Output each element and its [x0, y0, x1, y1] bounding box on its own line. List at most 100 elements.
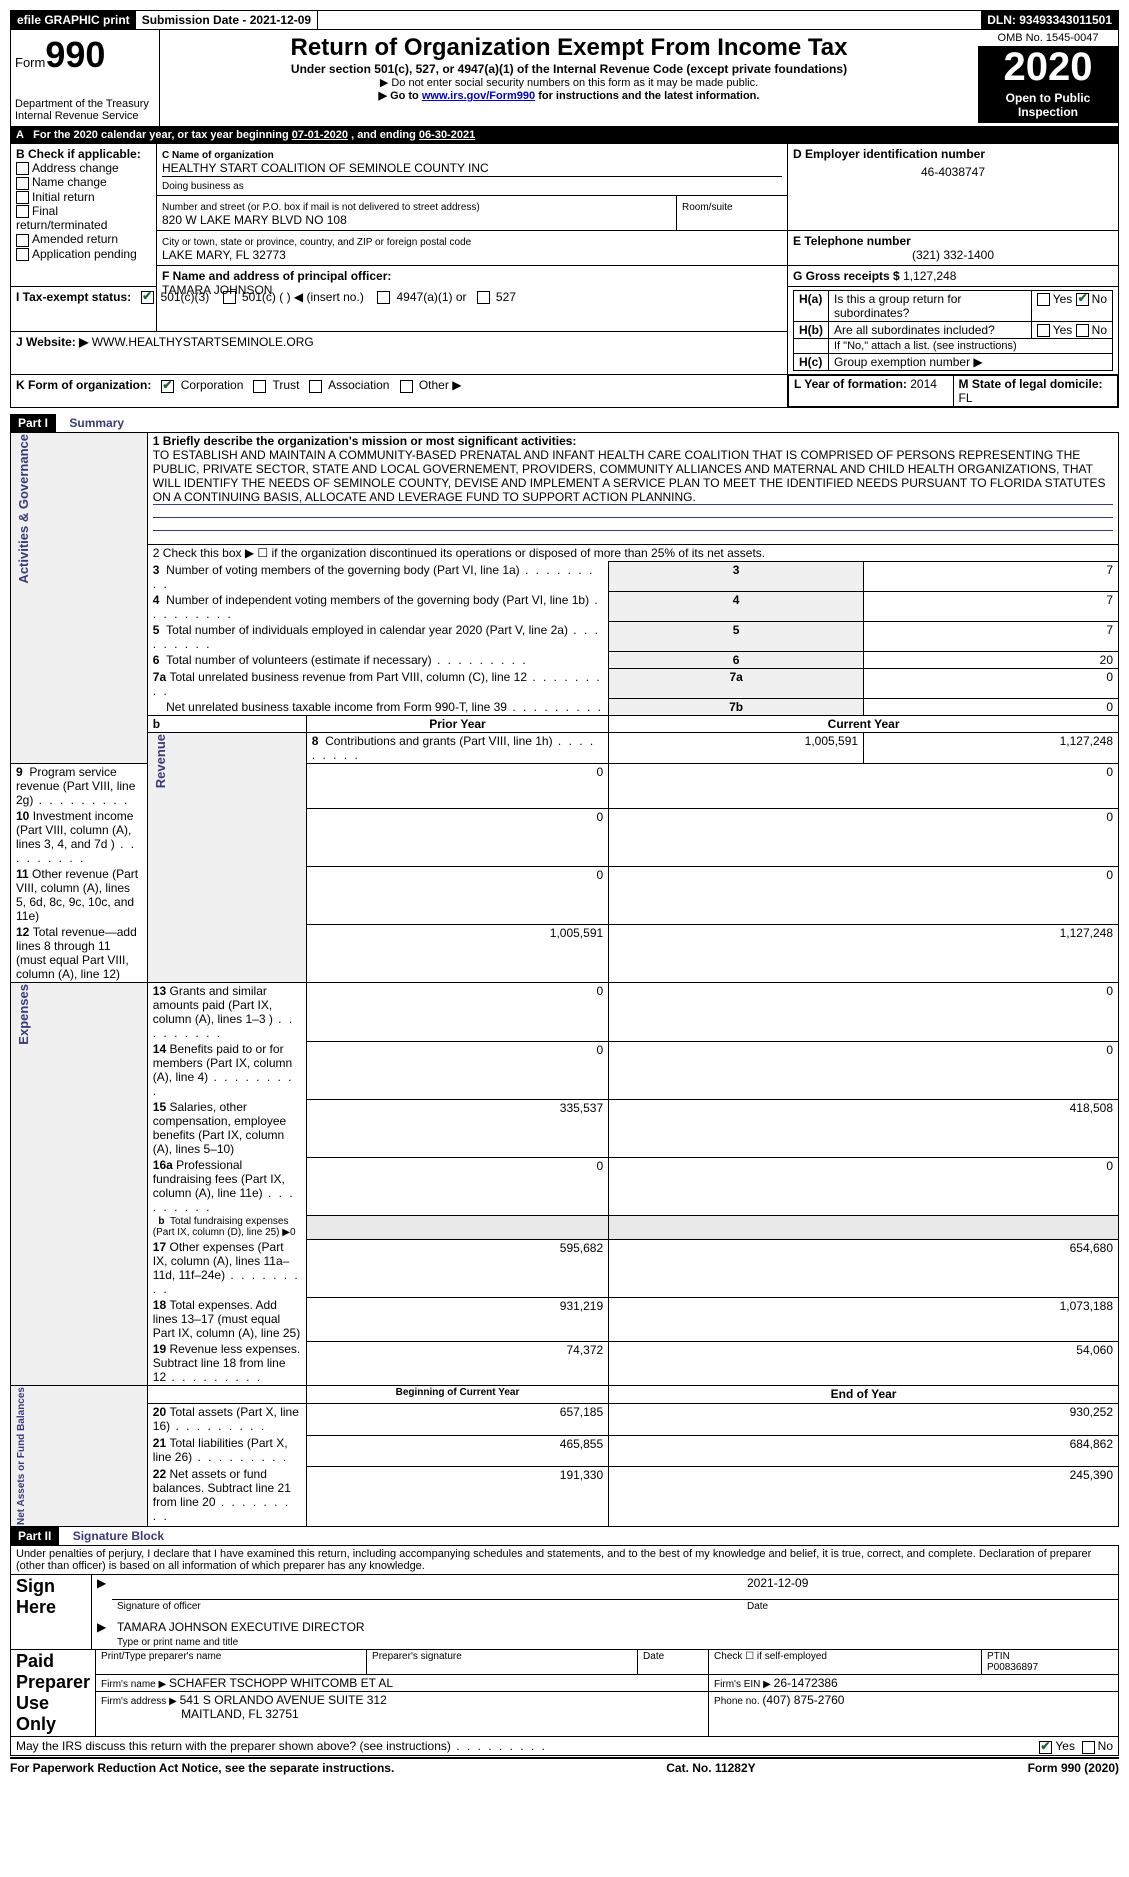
- section-d-header: D Employer identification number: [793, 147, 985, 161]
- hc-text: Group exemption number ▶: [829, 354, 1113, 371]
- section-k-header: K Form of organization:: [16, 378, 151, 392]
- chk-501c[interactable]: [223, 291, 236, 304]
- firm-ein: 26-1472386: [774, 1676, 838, 1690]
- form-title: Return of Organization Exempt From Incom…: [164, 34, 974, 62]
- chk-address[interactable]: Address change: [16, 161, 119, 175]
- gov-row: 7a Total unrelated business revenue from…: [11, 669, 1119, 699]
- phone-value: (321) 332-1400: [793, 248, 1113, 262]
- section-i-header: I Tax-exempt status:: [16, 290, 131, 304]
- prior-year-hdr: Prior Year: [429, 717, 485, 731]
- bcy-hdr: Beginning of Current Year: [396, 1387, 520, 1398]
- eoy-hdr: End of Year: [831, 1387, 897, 1401]
- firm-name: SCHAFER TSCHOPP WHITCOMB ET AL: [169, 1676, 393, 1690]
- ha-yes[interactable]: [1037, 293, 1050, 306]
- city-value: LAKE MARY, FL 32773: [162, 248, 286, 262]
- paid-preparer-label: Paid Preparer Use Only: [11, 1650, 96, 1737]
- addr-label: Number and street (or P.O. box if mail i…: [162, 202, 480, 213]
- hb-text: Are all subordinates included?: [829, 322, 1032, 339]
- preparer-date-label: Date: [638, 1650, 709, 1675]
- section-j-header: J Website: ▶: [16, 335, 88, 349]
- section-b-header: B Check if applicable:: [16, 147, 141, 161]
- website-value: WWW.HEALTHYSTARTSEMINOLE.ORG: [88, 335, 313, 349]
- line2-text: 2 Check this box ▶ ☐ if the organization…: [147, 545, 1118, 562]
- hb-yes[interactable]: [1037, 324, 1050, 337]
- line1-header: 1 Briefly describe the organization's mi…: [153, 434, 577, 448]
- signature-date: 2021-12-09: [742, 1575, 1119, 1599]
- preparer-name-label: Print/Type preparer's name: [96, 1650, 367, 1675]
- chk-4947[interactable]: [377, 291, 390, 304]
- info-grid: B Check if applicable: Address change Na…: [10, 143, 1119, 408]
- state-domicile: FL: [959, 391, 973, 405]
- gov-row: 5 Total number of individuals employed i…: [11, 622, 1119, 652]
- section-f-header: F Name and address of principal officer:: [162, 269, 391, 283]
- chk-other[interactable]: [400, 380, 413, 393]
- hb-note: If "No," attach a list. (see instruction…: [829, 339, 1113, 354]
- chk-name[interactable]: Name change: [16, 175, 107, 189]
- row-a: A For the 2020 calendar year, or tax yea…: [10, 127, 1119, 143]
- irs-link[interactable]: www.irs.gov/Form990: [422, 90, 535, 102]
- gov-row: 6 Total number of volunteers (estimate i…: [11, 652, 1119, 669]
- chk-501c3[interactable]: [141, 291, 154, 304]
- ha-no[interactable]: [1076, 293, 1089, 306]
- chk-amended[interactable]: Amended return: [16, 232, 118, 246]
- part2-header: Part II Signature Block: [10, 1527, 1119, 1545]
- side-netassets: Net Assets or Fund Balances: [16, 1387, 27, 1525]
- dept-label: Department of the Treasury Internal Reve…: [15, 98, 155, 122]
- side-governance: Activities & Governance: [16, 434, 31, 584]
- may-yes[interactable]: [1039, 1741, 1052, 1754]
- mission-text: TO ESTABLISH AND MAINTAIN A COMMUNITY-BA…: [153, 448, 1106, 504]
- officer-name-title: TAMARA JOHNSON EXECUTIVE DIRECTOR: [117, 1620, 365, 1634]
- chk-trust[interactable]: [253, 380, 266, 393]
- form-word: Form: [15, 55, 45, 70]
- may-no[interactable]: [1082, 1741, 1095, 1754]
- open-inspection: Open to Public Inspection: [978, 87, 1118, 123]
- ein-value: 46-4038747: [793, 165, 1113, 179]
- subtitle-2: ▶ Do not enter social security numbers o…: [164, 76, 974, 89]
- room-label: Room/suite: [682, 202, 733, 213]
- section-m-header: M State of legal domicile:: [959, 377, 1103, 391]
- submission-date: Submission Date - 2021-12-09: [136, 11, 318, 29]
- ha-text: Is this a group return for subordinates?: [829, 291, 1032, 322]
- self-employed-check[interactable]: Check ☐ if self-employed: [709, 1650, 982, 1675]
- section-g-header: G Gross receipts $: [793, 269, 903, 283]
- org-name: HEALTHY START COALITION OF SEMINOLE COUN…: [162, 161, 489, 175]
- city-label: City or town, state or province, country…: [162, 237, 471, 248]
- year-formation: 2014: [910, 377, 937, 391]
- gross-receipts: 1,127,248: [903, 269, 956, 283]
- may-discuss-row: May the IRS discuss this return with the…: [10, 1737, 1119, 1756]
- gov-row: 3 Number of voting members of the govern…: [11, 562, 1119, 592]
- side-expenses: Expenses: [16, 984, 31, 1045]
- chk-pending[interactable]: Application pending: [16, 247, 137, 261]
- chk-527[interactable]: [477, 291, 490, 304]
- firm-phone: (407) 875-2760: [762, 1693, 844, 1707]
- firm-address: 541 S ORLANDO AVENUE SUITE 312: [180, 1693, 387, 1707]
- section-e-header: E Telephone number: [793, 234, 911, 248]
- hb-no[interactable]: [1076, 324, 1089, 337]
- dba-label: Doing business as: [162, 181, 244, 192]
- sig-officer-label: Signature of officer: [112, 1600, 742, 1620]
- part1-header: Part I Summary: [10, 414, 1119, 432]
- sign-here-label: Sign Here: [11, 1575, 92, 1619]
- gov-row: Net unrelated business taxable income fr…: [11, 699, 1119, 716]
- efile-label: efile GRAPHIC print: [11, 11, 136, 29]
- footer-right: Form 990 (2020): [1028, 1761, 1119, 1775]
- current-year-hdr: Current Year: [828, 717, 900, 731]
- subtitle-1: Under section 501(c), 527, or 4947(a)(1)…: [164, 62, 974, 76]
- gov-row: 4 Number of independent voting members o…: [11, 592, 1119, 622]
- footer: For Paperwork Reduction Act Notice, see …: [10, 1761, 1119, 1775]
- dln: DLN: 93493343011501: [981, 11, 1118, 29]
- chk-initial[interactable]: Initial return: [16, 190, 95, 204]
- section-l-header: L Year of formation:: [794, 377, 910, 391]
- sig-date-label: Date: [742, 1600, 1119, 1620]
- efile-bar: efile GRAPHIC print Submission Date - 20…: [10, 10, 1119, 30]
- subtitle-3: ▶ Go to www.irs.gov/Form990 for instruct…: [164, 89, 974, 102]
- chk-corp[interactable]: [161, 380, 174, 393]
- chk-final[interactable]: Final return/terminated: [16, 204, 107, 232]
- paid-preparer-block: Paid Preparer Use Only Print/Type prepar…: [10, 1650, 1119, 1737]
- street-address: 820 W LAKE MARY BLVD NO 108: [162, 213, 347, 227]
- chk-assoc[interactable]: [309, 380, 322, 393]
- ptin-value: P00836897: [987, 1662, 1038, 1673]
- tax-year: 2020: [978, 47, 1118, 87]
- footer-mid: Cat. No. 11282Y: [666, 1761, 755, 1775]
- form-number: 990: [45, 34, 105, 75]
